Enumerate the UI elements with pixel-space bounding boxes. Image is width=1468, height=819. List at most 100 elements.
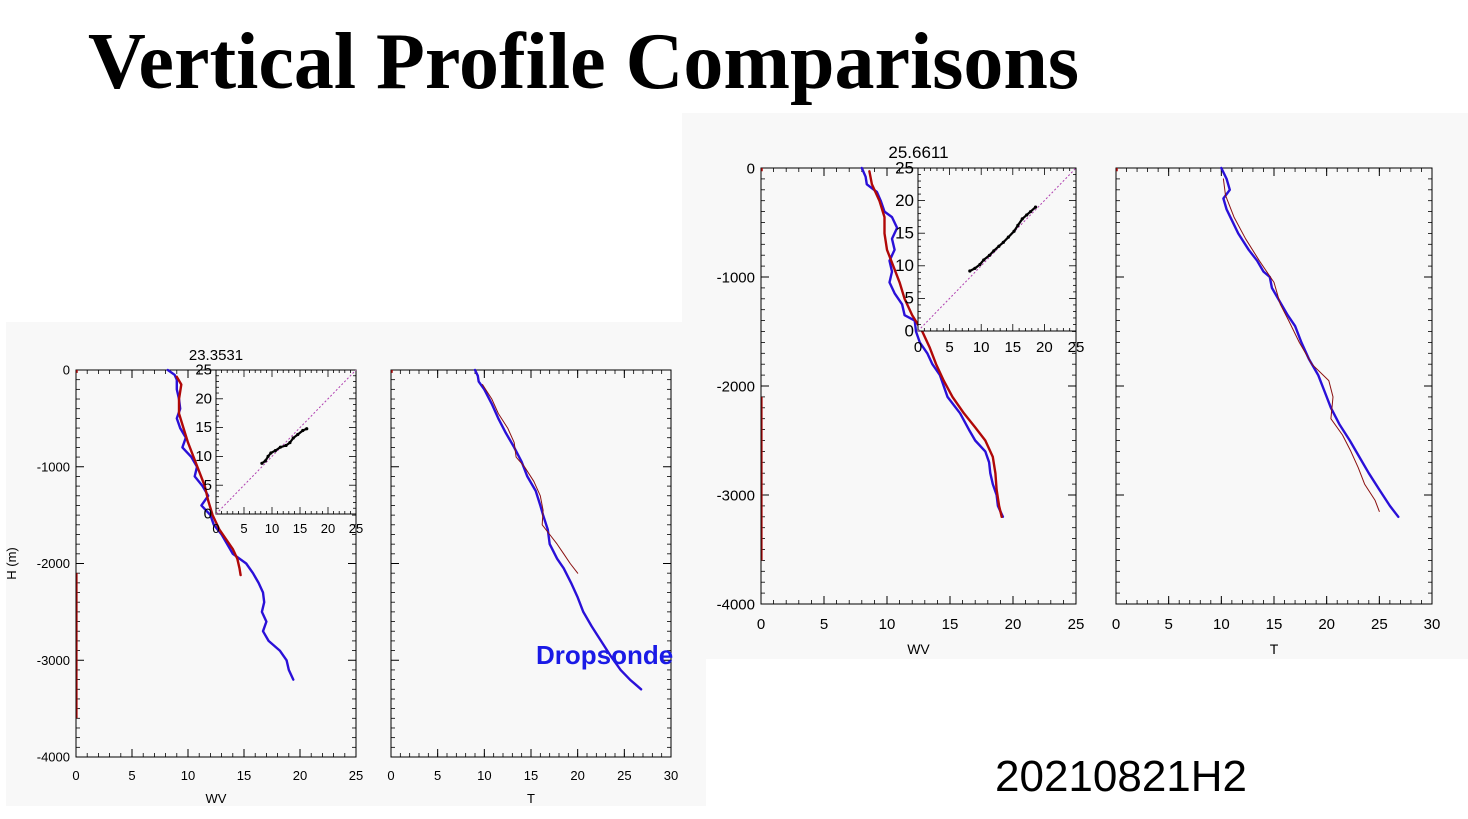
inset-x-tick-label: 20 [321,521,335,536]
axis-x-tick-label: 15 [942,616,959,633]
inset-x-tick-label: 15 [293,521,307,536]
inset-scatter-point [263,459,267,463]
model-profile-line [175,375,242,577]
inset-x-tick-label: 15 [1004,339,1021,356]
model-profile-line [1222,178,1380,512]
axis-y-tick-label: -1000 [37,459,70,474]
inset-scatter-point [269,451,273,455]
inset-scatter-point [305,427,309,431]
axis-x-tick-label: 15 [237,768,251,783]
axis-x-tick-label: 20 [570,768,584,783]
case-date-label: 20210821H2 [995,752,1248,801]
inset-scatter-point [291,436,295,440]
subplot-t: 0 5 10 15 20 25 30 T [1112,166,1441,657]
inset-one-to-one-line [215,369,357,515]
dropsonde-profile-line [473,368,643,691]
profile-figure-left: 0 5 10 15 20 25 0 -1000 -2000 -3000 -4000 23.3531 WV… [6,347,678,806]
model-profile-line [482,384,579,574]
inset-scatter-point [1001,240,1005,244]
axis-x-tick-label: 10 [879,616,896,633]
inset-x-tick-label: 10 [973,339,990,356]
axis-x-tick-label: 10 [181,768,195,783]
axis-x-tick-label: 10 [477,768,491,783]
inset-x-tick-label: 5 [945,339,953,356]
axis-x-tick-label: 0 [757,616,765,633]
axis-y-tick-label: -3000 [37,653,70,668]
axis-y-tick-label: -4000 [717,596,755,613]
axis-x-tick-label: 15 [1266,616,1283,633]
axis-x-tick-label: 30 [1424,616,1441,633]
inset-scatter-point [1012,229,1016,233]
subplot-title: 23.3531 [189,347,243,364]
inset-y-tick-label: 0 [905,321,914,340]
inset-scatter-point [284,443,288,448]
inset-x-tick-label: 10 [265,521,279,536]
axis-y-tick-label: -4000 [37,750,70,765]
axis-y-tick-label: 0 [747,160,755,177]
inset-y-tick-label: 20 [895,191,914,210]
axis-y-tick-label: -2000 [717,378,755,395]
inset-scatter: 0 5 10 15 20 25 0 5 10 15 20 25 [195,362,363,536]
inset-scatter-point [992,249,996,253]
inset-scatter-point [1033,205,1038,209]
inset-scatter-point [982,258,986,262]
axis-y-tick-label: -2000 [37,556,70,571]
figure-panel-right: 0 5 10 15 20 25 0 -1000 -2000 -3000 -4000 25.6611 WV… [682,113,1468,659]
inset-scatter-point [1006,235,1010,239]
inset-scatter-point [273,449,277,453]
inset-scatter-point [997,244,1001,248]
inset-x-tick-label: 25 [349,521,363,536]
inset-scatter-point [978,262,982,267]
inset-y-tick-label: 5 [905,289,914,308]
inset-scatter-point [260,461,264,465]
inset-scatter-point [266,454,270,458]
subplot-title: 25.6611 [888,143,948,162]
x-axis-label: WV [907,641,930,657]
inset-y-tick-label: 25 [195,362,212,379]
axis-x-tick-label: 25 [349,768,363,783]
inset-scatter-point [987,253,992,257]
axis-x-tick-label: 0 [387,768,394,783]
axis-x-tick-label: 20 [1005,616,1022,633]
inset-y-tick-label: 20 [195,390,212,407]
inset-scatter-point [1020,217,1024,221]
axis-x-tick-label: 5 [820,616,828,633]
figure-panel-left: 0 5 10 15 20 25 0 -1000 -2000 -3000 -4000 23.3531 WV… [6,322,706,806]
inset-y-tick-label: 5 [204,477,212,494]
inset-y-tick-label: 10 [895,256,914,275]
inset-scatter-point [301,428,305,433]
inset-scatter-point [1025,213,1029,217]
axis-x-tick-label: 20 [1318,616,1335,633]
axis-x-tick-label: 5 [434,768,441,783]
page-title: Vertical Profile Comparisons [88,18,1079,106]
inset-x-tick-label: 20 [1036,339,1053,356]
inset-scatter-point [1016,223,1020,227]
x-axis-label: T [1270,641,1279,657]
subplot-wv: 0 5 10 15 20 25 0 -1000 -2000 -3000 -4000 25.6611 WV… [717,143,1085,657]
axis-x-tick-label: 25 [1068,616,1085,633]
axis-y-tick-label: -3000 [717,487,755,504]
dropsonde-profile-line [1220,166,1400,518]
inset-x-tick-label: 5 [240,521,247,536]
plot-frame [1115,167,1433,605]
axis-x-tick-label: 0 [1112,616,1120,633]
axis-x-tick-label: 5 [1164,616,1172,633]
axis-x-tick-label: 30 [664,768,678,783]
inset-scatter-point [973,266,977,271]
axis-x-tick-label: 5 [128,768,135,783]
model-profile-line [868,170,1003,518]
inset-scatter-point [278,445,282,449]
axis-y-tick-label: -1000 [717,269,755,286]
inset-scatter-point [968,269,972,273]
subplot-t: 0 5 10 15 20 25 30 T [387,368,678,806]
inset-one-to-one-line [917,167,1077,332]
inset-scatter: 0 5 10 15 20 25 0 5 10 15 20 25 [895,158,1084,356]
inset-scatter-point [296,432,300,437]
inset-y-tick-label: 15 [895,223,914,242]
axis-y-tick-label: 0 [63,363,70,378]
subplot-wv: 0 5 10 15 20 25 0 -1000 -2000 -3000 -4000 23.3531 WV… [6,347,363,806]
dropsonde-legend-label: Dropsonde [536,640,674,670]
x-axis-label: T [527,791,535,806]
inset-y-tick-label: 15 [195,419,212,436]
y-axis-label: H (m) [6,547,19,580]
